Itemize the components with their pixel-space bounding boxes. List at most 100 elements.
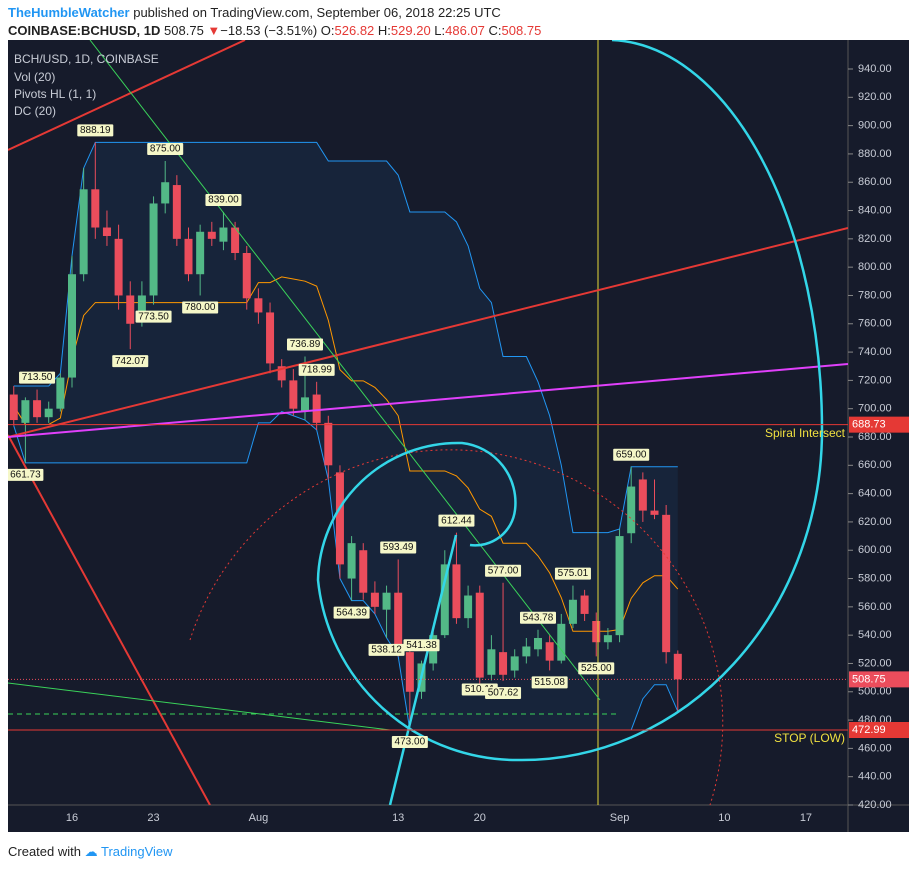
background — [8, 40, 909, 832]
change: −18.53 (−3.51%) — [220, 23, 318, 38]
x-tick-label: 16 — [66, 812, 78, 824]
pivot-box — [368, 643, 405, 656]
candle-body — [312, 394, 321, 423]
pivot-label: 577.00 — [488, 565, 519, 576]
candle-body — [359, 550, 368, 593]
pivot-box — [531, 676, 568, 689]
pivot-box — [135, 310, 172, 323]
candle-body — [184, 238, 193, 275]
legend-item: BCH/USD, 1D, COINBASE — [14, 52, 159, 66]
candle-body — [615, 536, 624, 636]
candle-body — [662, 514, 671, 653]
last-price-badge — [849, 671, 909, 688]
x-tick-label: Sep — [610, 812, 630, 824]
pivot-box — [77, 124, 114, 137]
pivot-label: 525.00 — [581, 663, 612, 674]
pivot-label: 661.73 — [10, 469, 41, 480]
pivot-box — [333, 606, 370, 619]
pivot-box — [391, 735, 428, 748]
pivot-label: 538.12 — [371, 644, 402, 655]
candle-body — [673, 653, 682, 680]
candle-body — [452, 564, 461, 619]
level-badge — [849, 721, 909, 738]
pivot-box — [520, 611, 556, 624]
candle-body — [405, 652, 414, 692]
last-price: 508.75 — [852, 673, 886, 685]
candle-body — [440, 564, 449, 636]
pivot-label: 839.00 — [208, 195, 239, 206]
high: 529.20 — [390, 23, 431, 38]
y-tick-label: 700.00 — [858, 403, 892, 415]
candle-body — [638, 479, 647, 511]
y-tick-label: 740.00 — [858, 346, 892, 358]
pivot-label: 773.50 — [138, 311, 169, 322]
y-tick-label: 600.00 — [858, 544, 892, 556]
trendline — [8, 682, 391, 731]
published: published on TradingView.com, September … — [133, 5, 501, 20]
pivot-box — [205, 193, 242, 206]
dc-mid — [13, 276, 679, 632]
candle-body — [172, 185, 181, 239]
y-tick-label: 560.00 — [858, 601, 892, 613]
y-tick-label: 880.00 — [858, 148, 892, 160]
plot: Spiral Intersect STOP (LOW) 713.50 888.19 8… — [8, 40, 848, 805]
pivot-label: 507.62 — [488, 688, 519, 699]
pivot-box — [147, 143, 184, 155]
candle-body — [545, 642, 554, 661]
candle-body — [266, 312, 275, 364]
candle-body — [464, 595, 473, 619]
pivot-label: 543.78 — [523, 612, 554, 623]
candle-body — [102, 227, 111, 237]
pivot-box — [554, 567, 591, 580]
pivot-label: 473.00 — [395, 737, 426, 748]
pivots: 713.50 888.19 875.00 839.00 736.89 718.99 593.… — [8, 124, 650, 748]
y-tick-label: 820.00 — [858, 233, 892, 245]
candle-body — [137, 295, 146, 321]
axes: 420.00440.00460.00480.00500.00520.00540.… — [66, 63, 909, 824]
candles — [9, 142, 682, 730]
legend-item: DC (20) — [14, 104, 56, 118]
candle-body — [91, 189, 100, 228]
pivot-label: 888.19 — [80, 125, 111, 136]
candle-body — [580, 595, 589, 614]
candle-body — [603, 635, 612, 643]
brand[interactable]: TradingView — [101, 844, 173, 859]
candle-body — [592, 621, 601, 643]
pivot-box — [8, 468, 44, 481]
candle-body — [9, 394, 18, 421]
pivot-label: 780.00 — [185, 302, 216, 313]
close: 508.75 — [501, 23, 542, 38]
candle-body — [347, 543, 356, 579]
candle-body — [394, 592, 403, 650]
user[interactable]: TheHumbleWatcher — [8, 5, 130, 20]
candle-body — [219, 227, 228, 242]
x-tick-label: 20 — [474, 812, 486, 824]
y-tick-label: 500.00 — [858, 686, 892, 698]
y-tick-label: 440.00 — [858, 771, 892, 783]
pivot-label: 736.89 — [290, 339, 321, 350]
dc-upper — [13, 141, 678, 534]
candle-body — [522, 646, 531, 657]
spiral-ray — [388, 534, 458, 805]
pivot-box — [578, 662, 615, 675]
candle-body — [21, 400, 30, 423]
trendline — [8, 434, 211, 805]
y-tick-label: 780.00 — [858, 289, 892, 301]
header: TheHumbleWatcher published on TradingVie… — [8, 4, 541, 40]
logo: ☁ — [84, 844, 98, 859]
y-tick-label: 860.00 — [858, 176, 892, 188]
pivot-box — [182, 301, 219, 314]
candle-body — [231, 227, 240, 253]
candle-body — [510, 656, 519, 671]
pivot-box — [287, 338, 323, 351]
candle-body — [370, 592, 379, 607]
candle-body — [56, 377, 65, 409]
x-tick-label: 17 — [800, 812, 812, 824]
candle-body — [568, 599, 577, 624]
pivot-box — [485, 564, 522, 577]
pivot-label: 515.08 — [534, 677, 565, 688]
x-tick-label: Aug — [249, 812, 269, 824]
pivot-box — [112, 355, 149, 368]
candle-body — [534, 637, 542, 650]
candle-body — [627, 486, 636, 534]
